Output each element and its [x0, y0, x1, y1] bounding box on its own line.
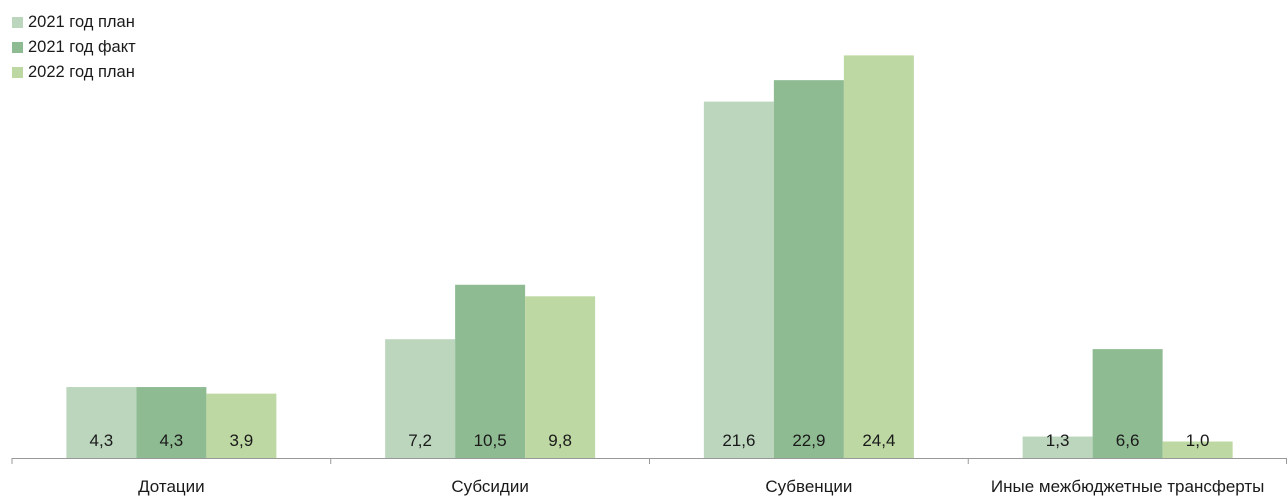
- legend-item-2021-fact: 2021 год факт: [12, 35, 136, 60]
- value-label-1-series-1: 4,3: [90, 431, 114, 450]
- bar-4-series-1: [1022, 436, 1093, 458]
- bar-4-series-3: [1162, 441, 1233, 458]
- value-label-1-series-2: 4,3: [160, 431, 184, 450]
- legend-label-2021-plan: 2021 год план: [28, 13, 135, 31]
- legend-item-2022-plan: 2022 год план: [12, 60, 136, 85]
- value-label-2-series-2: 10,5: [474, 431, 507, 450]
- legend-swatch-2022-plan: [12, 67, 23, 78]
- bar-2-series-2: [455, 284, 526, 458]
- legend-label-2021-fact: 2021 год факт: [28, 38, 136, 56]
- bar-2-series-3: [525, 296, 596, 458]
- bar-1-series-2: [136, 387, 207, 458]
- legend-label-2022-plan: 2022 год план: [28, 63, 135, 81]
- category-label-4: Иные межбюджетные трансферты: [991, 477, 1265, 496]
- legend-swatch-2021-plan: [12, 17, 23, 28]
- category-label-3: Субвенции: [765, 477, 852, 496]
- value-label-4-series-2: 6,6: [1116, 431, 1140, 450]
- legend: 2021 год план 2021 год факт 2022 год пла…: [12, 10, 136, 85]
- bar-3-series-2: [773, 80, 844, 459]
- value-label-3-series-3: 24,4: [862, 431, 895, 450]
- legend-swatch-2021-fact: [12, 42, 23, 53]
- value-label-1-series-3: 3,9: [230, 431, 254, 450]
- value-label-3-series-1: 21,6: [722, 431, 755, 450]
- value-label-2-series-3: 9,8: [548, 431, 572, 450]
- value-label-2-series-1: 7,2: [408, 431, 432, 450]
- value-label-4-series-3: 1,0: [1186, 431, 1210, 450]
- bar-1-series-1: [66, 387, 137, 458]
- bar-1-series-3: [206, 393, 277, 458]
- bar-4-series-2: [1092, 349, 1163, 458]
- bar-3-series-1: [703, 101, 774, 458]
- category-label-1: Дотации: [138, 477, 205, 496]
- value-label-4-series-1: 1,3: [1046, 431, 1070, 450]
- category-label-2: Субсидии: [451, 477, 528, 496]
- bar-2-series-1: [385, 339, 456, 458]
- legend-item-2021-plan: 2021 год план: [12, 10, 136, 35]
- bar-3-series-3: [843, 55, 914, 459]
- value-label-3-series-2: 22,9: [792, 431, 825, 450]
